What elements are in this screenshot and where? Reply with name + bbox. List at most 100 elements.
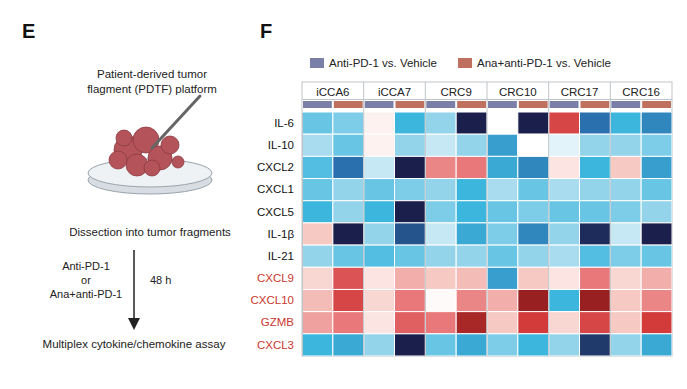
tumor-fragment xyxy=(116,130,132,146)
series-strip xyxy=(457,101,486,108)
heatmap-cell xyxy=(641,289,672,311)
heatmap-cell xyxy=(302,334,333,356)
heatmap-cell xyxy=(395,156,426,178)
column-label: CRC10 xyxy=(499,86,537,98)
heatmap-cell xyxy=(333,334,364,356)
heatmap-cell xyxy=(641,134,672,156)
row-axis: IL-6IL-10CXCL2CXCL1CXCL5IL-1βIL-21CXCL9C… xyxy=(251,113,303,357)
row-tick: IL-10 xyxy=(268,139,302,151)
heatmap-cell xyxy=(549,312,580,334)
heatmap-cell xyxy=(518,201,549,223)
heatmap-cell xyxy=(333,223,364,245)
row-tick: CXCL1 xyxy=(257,183,302,195)
heatmap-cell xyxy=(425,223,456,245)
heatmap-cell xyxy=(580,223,611,245)
axis-line xyxy=(303,99,673,100)
heatmap-cell xyxy=(518,156,549,178)
heatmap-cell xyxy=(425,134,456,156)
heatmap-cell xyxy=(487,267,518,289)
heatmap-cell xyxy=(364,201,395,223)
series-strip xyxy=(303,101,332,108)
column-tick: CRC16 xyxy=(622,86,660,99)
row-label: CXCL5 xyxy=(257,205,294,217)
heatmap-cell xyxy=(302,223,333,245)
legend-label: Anti-PD-1 vs. Vehicle xyxy=(329,57,437,69)
row-tick: CXCL3 xyxy=(257,339,302,351)
group-separator xyxy=(548,82,549,356)
treatment: Anti-PD-1 xyxy=(62,260,110,272)
heatmap-cell xyxy=(333,245,364,267)
heatmap-cell xyxy=(641,334,672,356)
heatmap-cell xyxy=(456,334,487,356)
heatmap-cell xyxy=(364,334,395,356)
heatmap-cell xyxy=(641,312,672,334)
group-separator xyxy=(425,82,426,356)
heatmap-cell xyxy=(364,289,395,311)
heatmap-cell xyxy=(549,334,580,356)
row-label: CXCL2 xyxy=(257,161,294,173)
heatmap-cell xyxy=(610,289,641,311)
heatmap-cell xyxy=(580,134,611,156)
tumor-fragment xyxy=(109,151,127,169)
heatmap-cell xyxy=(487,112,518,134)
heatmap-cell xyxy=(641,201,672,223)
heatmap-cell xyxy=(395,223,426,245)
heatmap-cell xyxy=(549,112,580,134)
platform-title: flagment (PDTF) platform xyxy=(87,83,217,95)
series-strip xyxy=(550,101,579,108)
heatmap-cell xyxy=(425,267,456,289)
heatmap-cell xyxy=(333,112,364,134)
heatmap-cell xyxy=(395,245,426,267)
heatmap-cell xyxy=(487,179,518,201)
heatmap-cell xyxy=(364,245,395,267)
row-label: CXCL3 xyxy=(257,339,294,351)
legend-label: Ana+anti-PD-1 vs. Vehicle xyxy=(477,57,611,69)
series-strip xyxy=(396,101,425,108)
heatmap-cell xyxy=(333,179,364,201)
heatmap-cell xyxy=(333,201,364,223)
heatmap-cell xyxy=(580,156,611,178)
column-label: CRC9 xyxy=(441,86,472,98)
heatmap-cell xyxy=(641,267,672,289)
heatmap-cell xyxy=(641,223,672,245)
panel-e: EPatient-derived tumorflagment (PDTF) pl… xyxy=(22,20,231,350)
tumor-fragment xyxy=(161,136,179,154)
treatment: Ana+anti-PD-1 xyxy=(50,288,122,300)
series-strip xyxy=(426,101,455,108)
heatmap-cell xyxy=(487,223,518,245)
heatmap-cell xyxy=(302,134,333,156)
row-tick: IL-21 xyxy=(268,250,302,262)
heatmap-cell xyxy=(610,267,641,289)
heatmap-cell xyxy=(395,134,426,156)
heatmap-cell xyxy=(610,312,641,334)
column-tick: CRC17 xyxy=(561,86,599,99)
column-tick: CRC10 xyxy=(499,86,537,99)
heatmap-cell xyxy=(518,312,549,334)
row-label: IL-1β xyxy=(268,228,295,240)
heatmap-cell xyxy=(364,179,395,201)
column-label: CRC17 xyxy=(561,86,599,98)
row-tick: CXCL10 xyxy=(251,294,302,306)
heatmap-cell xyxy=(395,289,426,311)
series-strip xyxy=(334,101,363,108)
row-label: IL-6 xyxy=(274,117,294,129)
heatmap-cell xyxy=(518,134,549,156)
row-label: CXCL10 xyxy=(251,294,294,306)
heatmap-cell xyxy=(395,112,426,134)
heatmap-cell xyxy=(518,267,549,289)
heatmap-cell xyxy=(641,179,672,201)
row-tick: CXCL5 xyxy=(257,205,302,217)
heatmap-cell xyxy=(580,201,611,223)
heatmap-cell xyxy=(364,267,395,289)
heatmap-cell xyxy=(641,156,672,178)
heatmap-cell xyxy=(395,179,426,201)
column-tick: iCCA7 xyxy=(378,86,411,99)
dish-top xyxy=(88,159,212,187)
duration: 48 h xyxy=(150,274,171,286)
heatmap-cell xyxy=(395,312,426,334)
heatmap-cell xyxy=(487,156,518,178)
row-label: IL-21 xyxy=(268,250,294,262)
panel-f: FAnti-PD-1 vs. VehicleAna+anti-PD-1 vs. … xyxy=(251,20,673,357)
legend-swatch xyxy=(310,58,324,68)
series-strip xyxy=(519,101,548,108)
